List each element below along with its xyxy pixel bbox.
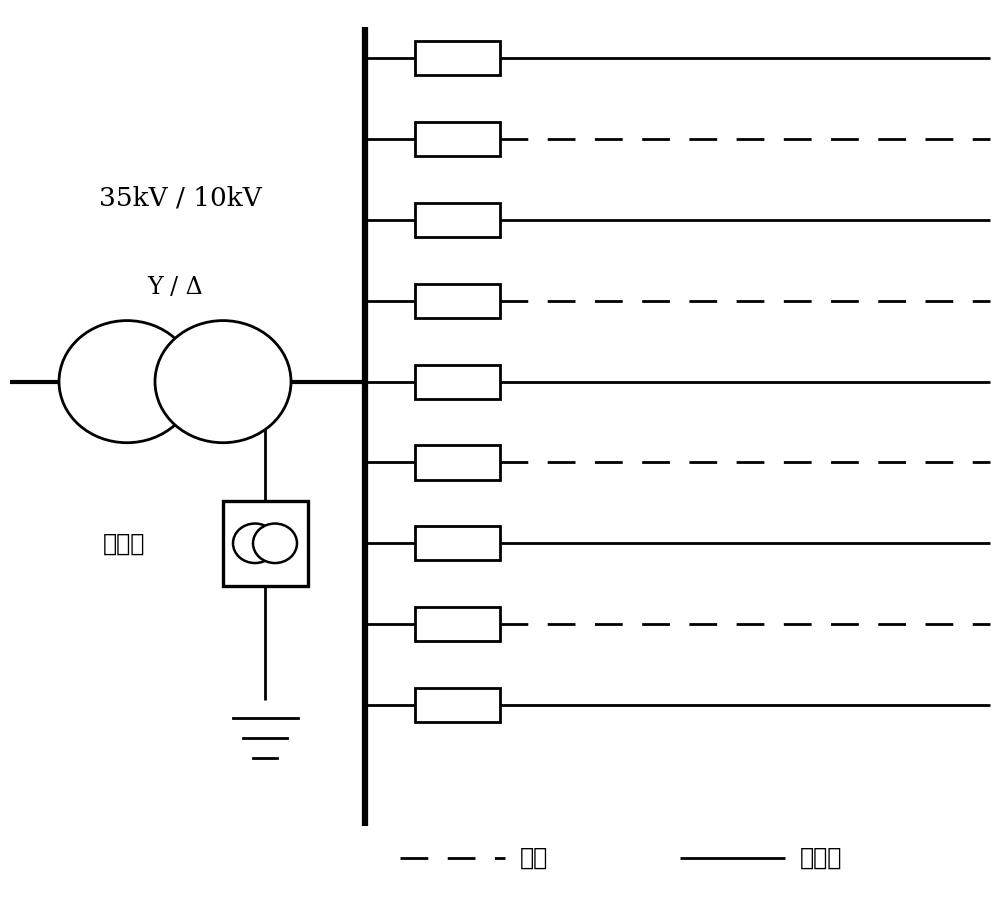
Circle shape <box>233 524 277 563</box>
Text: 架空线: 架空线 <box>800 846 842 869</box>
Bar <box>415 526 500 560</box>
Bar <box>415 122 500 156</box>
Text: 接地变: 接地变 <box>103 532 145 555</box>
Bar <box>415 688 500 722</box>
Circle shape <box>155 321 291 443</box>
Text: 电缆: 电缆 <box>520 846 548 869</box>
Bar <box>415 203 500 237</box>
Text: Y / Δ: Y / Δ <box>147 276 203 299</box>
Bar <box>415 365 500 399</box>
Circle shape <box>59 321 195 443</box>
Text: 35kV / 10kV: 35kV / 10kV <box>99 185 261 210</box>
Bar <box>415 41 500 75</box>
Bar <box>222 501 308 586</box>
Bar <box>415 284 500 318</box>
Bar <box>415 607 500 641</box>
Bar <box>415 445 500 480</box>
Circle shape <box>253 524 297 563</box>
